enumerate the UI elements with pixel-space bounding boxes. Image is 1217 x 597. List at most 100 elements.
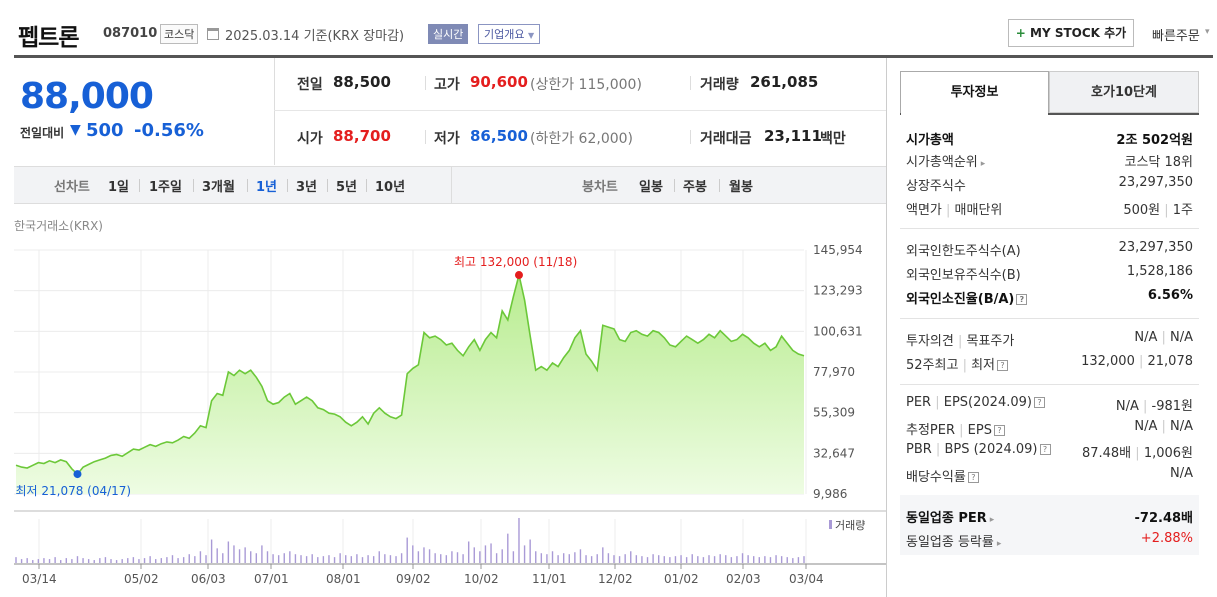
volume-bar bbox=[15, 557, 17, 563]
volume-bar bbox=[579, 549, 582, 563]
par-row: 액면가 | 매매단위 500원 | 1주 bbox=[906, 203, 1193, 218]
divider bbox=[425, 130, 426, 144]
x-tick-label: 03/04 bbox=[789, 572, 824, 586]
volume-bar bbox=[333, 557, 336, 563]
corp-info-dropdown[interactable]: 기업개요 ▼ bbox=[478, 24, 541, 44]
volume-bar bbox=[434, 553, 436, 563]
industry-change-label[interactable]: 동일업종 등락률 bbox=[906, 535, 994, 550]
volume-bar bbox=[769, 557, 772, 563]
y-tick-label: 100,631 bbox=[813, 324, 863, 338]
section-divider bbox=[900, 228, 1199, 229]
volume-bar bbox=[451, 551, 453, 563]
price-detail-box bbox=[274, 58, 886, 165]
per-row: PER | EPS(2024.09)? N/A | -981원 bbox=[906, 395, 1193, 414]
help-icon[interactable]: ? bbox=[993, 425, 1005, 436]
tab-orderbook[interactable]: 호가10단계 bbox=[1049, 71, 1199, 113]
volume-bar bbox=[266, 551, 269, 563]
help-icon[interactable]: ? bbox=[997, 360, 1009, 371]
line-chart-label: 선차트 bbox=[54, 180, 90, 195]
volume-bar bbox=[182, 557, 185, 563]
quick-order-button[interactable]: 빠른주문 bbox=[1152, 29, 1200, 44]
volume-bar bbox=[20, 559, 23, 563]
volume-bar bbox=[244, 547, 246, 563]
period-1w[interactable]: 1주일 bbox=[149, 180, 182, 195]
add-my-stock-button[interactable]: + MY STOCK 추가 bbox=[1008, 19, 1134, 47]
low52-label: 최저 bbox=[971, 358, 996, 373]
price-chart[interactable]: 145,954 123,293 100,631 77,970 55,309 32,647 9… bbox=[14, 238, 886, 597]
candle-weekly[interactable]: 주봉 bbox=[683, 180, 707, 195]
volume-bar bbox=[177, 558, 179, 563]
volume-bar bbox=[65, 558, 67, 563]
par-label: 액면가 bbox=[906, 203, 942, 218]
corp-info-label: 기업개요 bbox=[484, 28, 525, 41]
est-eps-value: N/A bbox=[1170, 419, 1193, 434]
volume-bar bbox=[138, 559, 140, 563]
price-area bbox=[16, 275, 804, 494]
price-line bbox=[15, 274, 805, 476]
low-label: 최저 21,078 (04/17) bbox=[15, 484, 131, 498]
volume-bar bbox=[562, 553, 565, 563]
open-value: 88,700 bbox=[333, 127, 391, 145]
divider bbox=[287, 179, 288, 192]
help-icon[interactable]: ? bbox=[1039, 444, 1051, 455]
period-1d[interactable]: 1일 bbox=[108, 180, 130, 195]
volume-bar bbox=[602, 547, 604, 563]
shares-label: 상장주식수 bbox=[906, 179, 966, 194]
help-icon[interactable]: ? bbox=[1016, 294, 1028, 305]
help-icon[interactable]: ? bbox=[967, 472, 979, 483]
help-icon[interactable]: ? bbox=[1033, 397, 1045, 408]
volume-bar bbox=[350, 556, 353, 563]
volume-bar bbox=[797, 557, 800, 563]
volume-bar bbox=[657, 555, 660, 563]
industry-per-value: -72.48배 bbox=[1134, 511, 1193, 526]
divider bbox=[425, 76, 426, 90]
high52-value: 132,000 bbox=[1081, 354, 1135, 369]
foreign-limit-label: 외국인한도주식수(A) bbox=[906, 244, 1021, 259]
period-3m[interactable]: 3개월 bbox=[202, 180, 235, 195]
volume-bar bbox=[143, 558, 146, 563]
pbr-label: PBR bbox=[906, 442, 932, 457]
x-tick-label: 05/02 bbox=[124, 572, 159, 586]
volume-bar bbox=[484, 545, 487, 563]
period-1y[interactable]: 1년 bbox=[256, 180, 278, 195]
industry-per-label[interactable]: 동일업종 PER bbox=[906, 511, 987, 526]
volume-bar bbox=[741, 553, 744, 563]
volume-value: 261,085 bbox=[750, 73, 819, 91]
volume-bar bbox=[630, 551, 632, 563]
volume-bar bbox=[216, 548, 218, 563]
candle-monthly[interactable]: 월봉 bbox=[729, 180, 753, 195]
row-divider bbox=[274, 110, 886, 111]
period-3y[interactable]: 3년 bbox=[296, 180, 318, 195]
calendar-icon bbox=[207, 28, 219, 40]
volume-bar bbox=[227, 541, 230, 563]
market-cap-rank-label[interactable]: 시가총액순위 bbox=[906, 155, 978, 170]
volume-bar bbox=[93, 560, 95, 563]
volume-bar bbox=[607, 553, 610, 563]
volume-bar bbox=[786, 557, 788, 563]
x-tick-label: 06/03 bbox=[191, 572, 226, 586]
volume-bar bbox=[652, 554, 654, 563]
period-10y[interactable]: 10년 bbox=[375, 180, 406, 195]
change-value: 500 bbox=[86, 120, 124, 141]
candle-daily[interactable]: 일봉 bbox=[639, 180, 663, 195]
tab-invest-info[interactable]: 투자정보 bbox=[900, 71, 1049, 113]
volume-bar bbox=[76, 556, 79, 563]
my-stock-label: MY STOCK 추가 bbox=[1030, 26, 1127, 40]
volume-bar bbox=[590, 556, 593, 563]
volume-bar bbox=[753, 556, 755, 563]
industry-box bbox=[900, 495, 1199, 555]
volume-bar bbox=[389, 555, 392, 563]
volume-bar bbox=[272, 554, 274, 563]
prev-close-value: 88,500 bbox=[333, 73, 391, 91]
foreign-limit-value: 23,297,350 bbox=[1118, 240, 1193, 255]
volume-bar bbox=[423, 547, 425, 563]
low-label: 저가 bbox=[434, 131, 460, 147]
unit-value: 1주 bbox=[1172, 203, 1193, 218]
x-tick-label: 11/01 bbox=[532, 572, 567, 586]
y-tick-label: 145,954 bbox=[813, 243, 863, 257]
market-badge: 코스닥 bbox=[160, 24, 199, 44]
shares-row: 상장주식수 23,297,350 bbox=[906, 175, 1193, 197]
period-5y[interactable]: 5년 bbox=[336, 180, 358, 195]
high-marker bbox=[514, 271, 523, 280]
realtime-button[interactable]: 실시간 bbox=[428, 24, 469, 44]
